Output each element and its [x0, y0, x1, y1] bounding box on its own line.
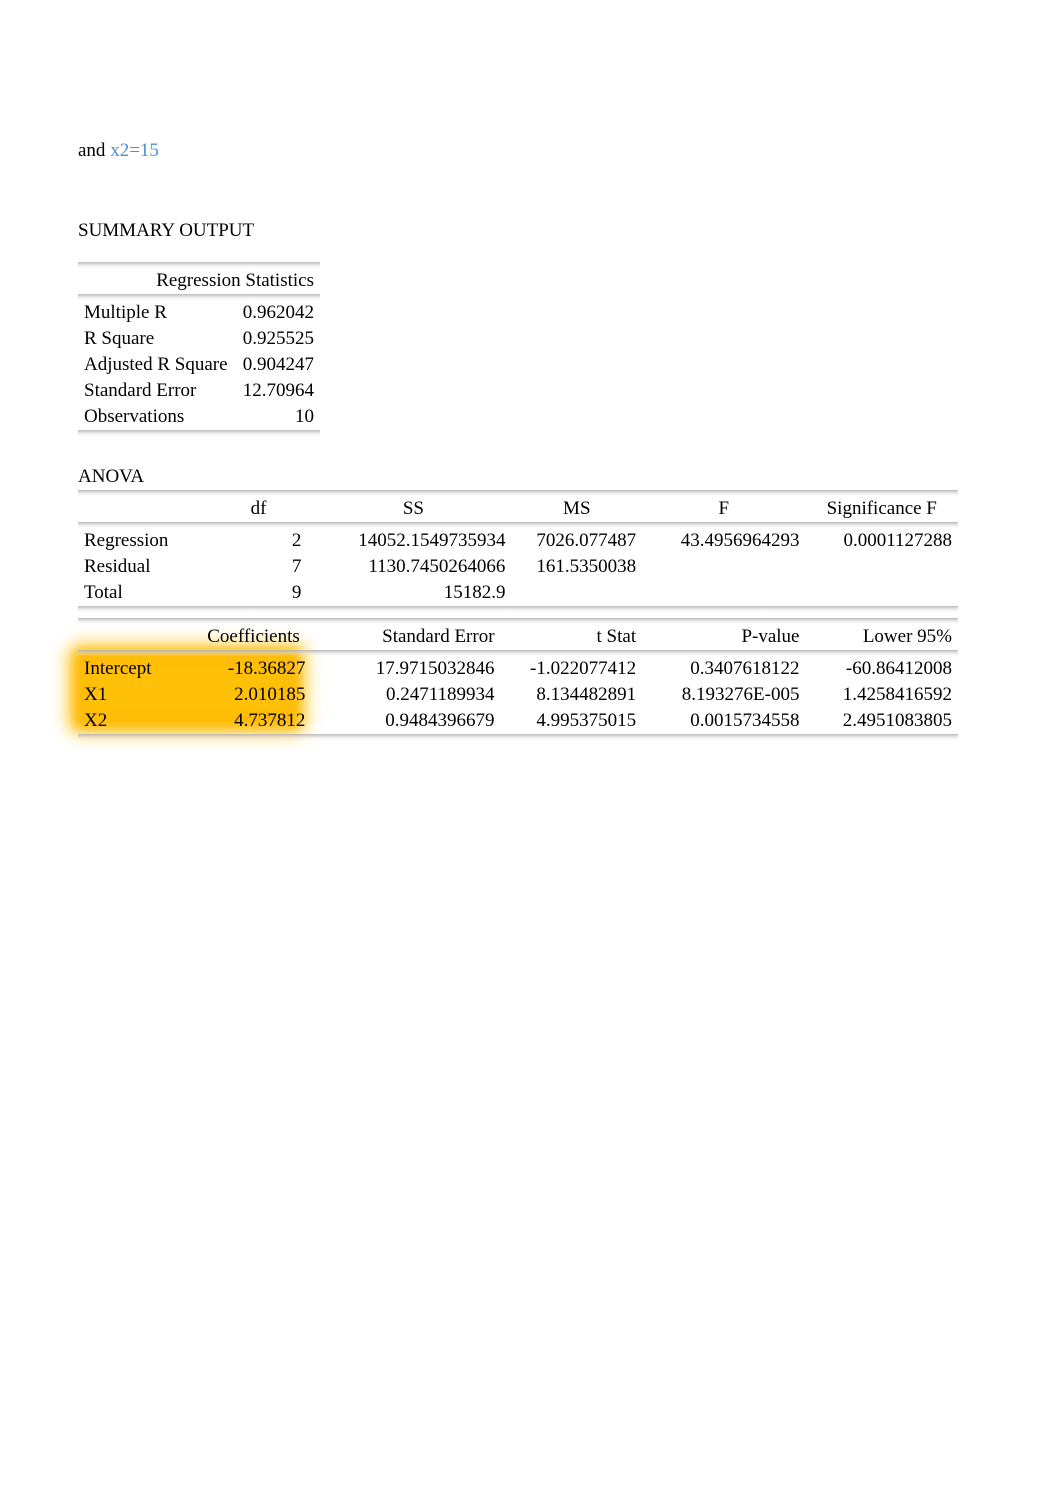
- coefficients-table: Coefficients Standard Error t Stat P-val…: [78, 618, 958, 740]
- table-row: Intercept -18.36827 17.9715032846 -1.022…: [78, 656, 958, 682]
- table-row: Regression 2 14052.1549735934 7026.07748…: [78, 528, 958, 554]
- table-row: X1 2.010185 0.2471189934 8.134482891 8.1…: [78, 682, 958, 708]
- top-note: and x2=15: [78, 140, 1002, 162]
- table-row: Residual 7 1130.7450264066 161.5350038: [78, 554, 958, 580]
- table-row: X2 4.737812 0.9484396679 4.995375015 0.0…: [78, 708, 958, 734]
- regression-statistics-header: Regression Statistics: [78, 268, 320, 294]
- table-row: Observations10: [78, 404, 320, 430]
- regression-statistics-table: Regression Statistics Multiple R0.962042…: [78, 262, 320, 436]
- coefficients-block: Coefficients Standard Error t Stat P-val…: [78, 618, 1002, 740]
- coefficients-header-row: Coefficients Standard Error t Stat P-val…: [78, 624, 958, 650]
- table-row: R Square0.925525: [78, 326, 320, 352]
- table-row: Standard Error12.70964: [78, 378, 320, 404]
- anova-title: ANOVA: [78, 466, 1002, 488]
- anova-header-row: df SS MS F Significance F: [78, 496, 958, 522]
- summary-output-title: SUMMARY OUTPUT: [78, 220, 1002, 242]
- table-row: Adjusted R Square0.904247: [78, 352, 320, 378]
- table-row: Multiple R0.962042: [78, 300, 320, 326]
- top-note-link[interactable]: x2=15: [110, 140, 159, 161]
- top-note-prefix: and: [78, 140, 110, 161]
- table-row: Total 9 15182.9: [78, 580, 958, 606]
- anova-table: df SS MS F Significance F Regression 2 1…: [78, 490, 958, 612]
